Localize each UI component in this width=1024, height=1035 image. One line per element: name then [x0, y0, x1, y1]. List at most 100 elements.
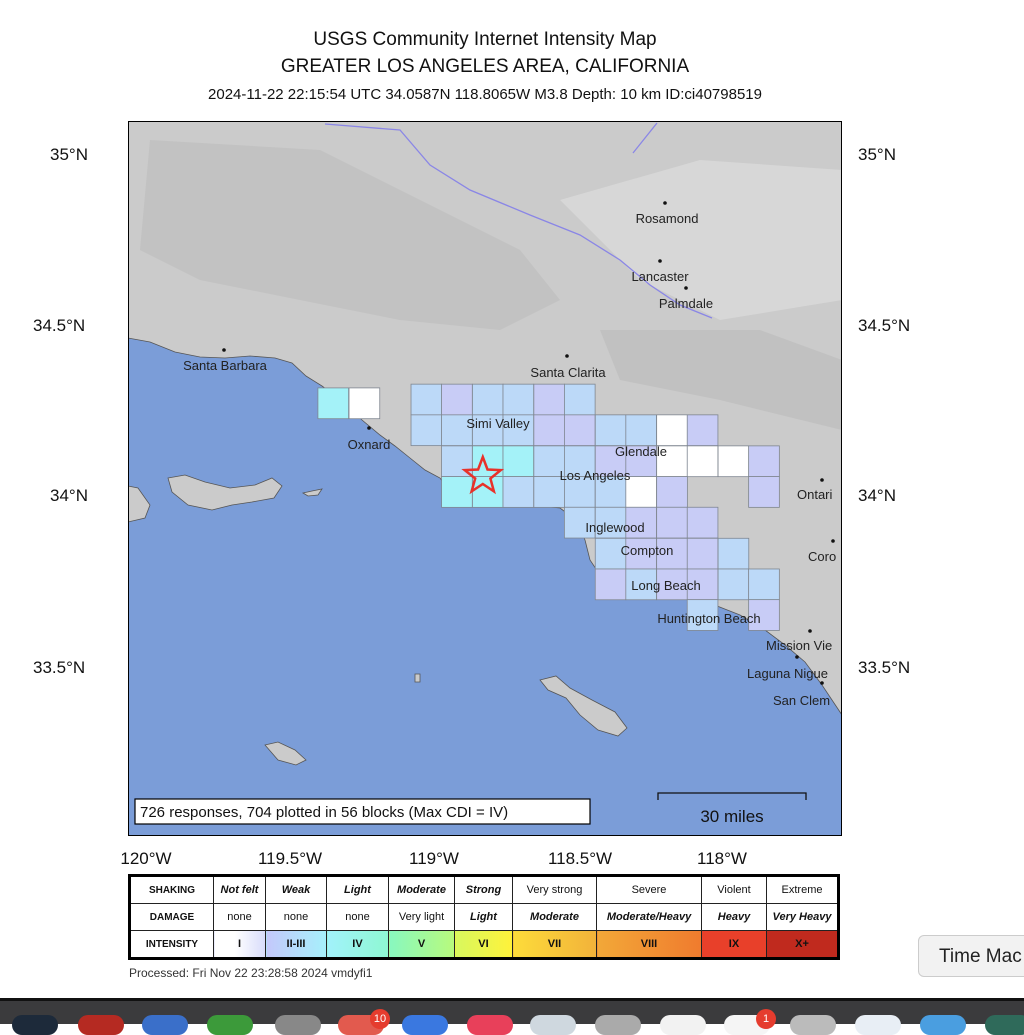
legend-row-label: INTENSITY — [129, 930, 214, 959]
cdi-block — [625, 414, 657, 447]
city-label: Los Angeles — [560, 468, 631, 483]
city-dot — [663, 201, 667, 205]
legend-damage: Moderate/Heavy — [596, 903, 702, 931]
aqueduct — [632, 122, 658, 154]
cdi-block — [533, 476, 565, 508]
dock-app-icon[interactable] — [142, 1015, 188, 1035]
legend-intensity: X+ — [766, 930, 839, 959]
cdi-block — [748, 568, 780, 601]
city-dot — [831, 539, 835, 543]
city-label: Palmdale — [659, 296, 713, 311]
cdi-block — [472, 383, 504, 416]
cdi-block — [717, 445, 750, 478]
cdi-block — [441, 383, 473, 416]
cdi-block — [656, 506, 688, 539]
legend-shaking: Weak — [265, 875, 327, 904]
city-label: Laguna Nigue — [747, 666, 828, 681]
catalina-island — [539, 675, 628, 737]
city-label: Santa Clarita — [530, 365, 606, 380]
san-clemente-island — [264, 741, 307, 766]
legend-damage: none — [213, 903, 266, 931]
dock-app-icon[interactable] — [402, 1015, 448, 1035]
dock-app-icon[interactable]: 1 — [724, 1009, 776, 1035]
dock-app-icon[interactable] — [78, 1015, 124, 1035]
city-dot — [808, 629, 812, 633]
city-dot — [820, 478, 824, 482]
dock-app-icon[interactable] — [12, 1015, 58, 1035]
city-label: Huntington Beach — [657, 611, 760, 626]
cdi-block — [686, 599, 719, 631]
city-label: Rosamond — [636, 211, 699, 226]
dock-app-icon[interactable] — [207, 1015, 253, 1035]
lon-label: 119°W — [409, 849, 459, 868]
city-label: Coro — [808, 549, 836, 564]
legend-damage: none — [265, 903, 327, 931]
dock-app-icon[interactable] — [855, 1015, 901, 1035]
cdi-block — [656, 414, 688, 447]
dock: 10 1 — [0, 998, 1024, 1035]
legend-shaking: Violent — [701, 875, 767, 904]
cdi-block — [564, 445, 596, 478]
cdi-block — [472, 476, 504, 508]
city-label: San Clem — [773, 693, 830, 708]
cdi-block — [533, 445, 565, 478]
city-label: Glendale — [615, 444, 667, 459]
cdi-block — [748, 599, 780, 631]
cdi-block — [317, 387, 350, 420]
dock-time-machine-icon[interactable] — [985, 1015, 1024, 1035]
legend-intensity: I — [213, 930, 266, 959]
intensity-map: Rosamond Lancaster Palmdale Santa Clarit… — [128, 121, 842, 836]
dock-calendar-icon[interactable]: 10 — [338, 1009, 390, 1035]
legend-intensity: VII — [512, 930, 597, 959]
lon-label: 120°W — [120, 849, 172, 868]
dock-app-icon[interactable] — [275, 1015, 321, 1035]
legend-shaking: Light — [326, 875, 389, 904]
legend-shaking: Moderate — [388, 875, 455, 904]
epicenter-star-icon — [461, 453, 505, 495]
cdi-block — [625, 568, 657, 601]
dock-app-icon[interactable] — [920, 1015, 966, 1035]
legend-damage: Very light — [388, 903, 455, 931]
cdi-block — [533, 414, 565, 447]
cdi-block — [441, 414, 473, 447]
dock-app-icon[interactable] — [467, 1015, 513, 1035]
city-label: Ontari — [797, 487, 833, 502]
city-label: Simi Valley — [466, 416, 530, 431]
dock-app-icon[interactable] — [790, 1015, 836, 1035]
city-dot — [367, 426, 371, 430]
legend-damage: none — [326, 903, 389, 931]
cdi-block — [502, 445, 535, 478]
legend-shaking: Very strong — [512, 875, 597, 904]
city-dot — [658, 259, 662, 263]
terrain-shading — [560, 160, 842, 320]
intensity-legend: SHAKING Not felt Weak Light Moderate Str… — [128, 874, 840, 960]
summary-text: 726 responses, 704 plotted in 56 blocks … — [140, 804, 508, 821]
city-label: Long Beach — [631, 578, 700, 593]
cdi-blocks — [317, 383, 780, 631]
lat-label-left: 34.5°N — [33, 316, 86, 335]
lat-label-left: 33.5°N — [33, 658, 86, 677]
legend-row-label: SHAKING — [129, 875, 214, 904]
santa-rosa-island — [128, 485, 151, 523]
cdi-block — [564, 383, 596, 416]
legend-shaking: Not felt — [213, 875, 266, 904]
lat-label-right: 34.5°N — [858, 316, 911, 335]
cdi-block — [410, 414, 443, 447]
small-island — [414, 673, 421, 683]
dock-app-icon[interactable] — [595, 1015, 641, 1035]
terrain-shading — [600, 330, 842, 430]
cdi-block — [533, 383, 565, 416]
legend-row-label: DAMAGE — [129, 903, 214, 931]
lon-label: 118.5°W — [547, 849, 613, 868]
dock-app-icon[interactable] — [530, 1015, 576, 1035]
lat-label-left: 34°N — [50, 486, 88, 505]
aqueduct — [324, 123, 713, 319]
legend-intensity: II-III — [265, 930, 327, 959]
cdi-block — [348, 387, 381, 420]
notification-badge: 10 — [370, 1009, 390, 1029]
legend-intensity: IX — [701, 930, 767, 959]
legend-damage: Light — [454, 903, 513, 931]
lat-label-right: 33.5°N — [858, 658, 911, 677]
dock-app-icon[interactable] — [660, 1015, 706, 1035]
legend-intensity: IV — [326, 930, 389, 959]
